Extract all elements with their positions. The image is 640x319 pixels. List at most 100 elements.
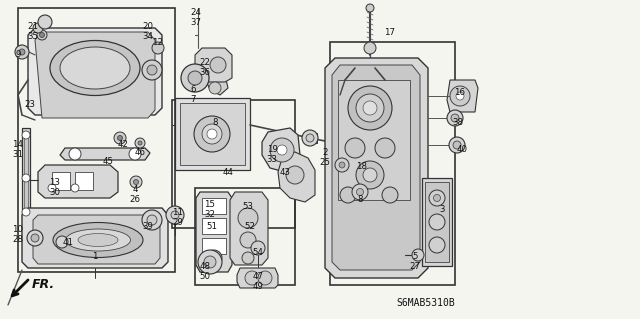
Polygon shape [237, 268, 278, 288]
Text: 6
7: 6 7 [190, 85, 196, 104]
Polygon shape [35, 32, 155, 118]
Circle shape [194, 116, 230, 152]
Text: 24
37: 24 37 [191, 8, 202, 27]
Text: 11
29: 11 29 [173, 208, 184, 227]
Ellipse shape [60, 47, 130, 89]
Ellipse shape [53, 222, 143, 257]
Circle shape [251, 241, 265, 255]
Circle shape [211, 255, 218, 262]
Text: 45: 45 [102, 157, 113, 166]
Polygon shape [28, 28, 162, 115]
Text: 3: 3 [439, 205, 445, 214]
Circle shape [433, 195, 440, 202]
Text: 14
31: 14 31 [13, 140, 24, 160]
Text: 51: 51 [207, 222, 218, 231]
Bar [422, 178, 452, 266]
Circle shape [198, 250, 222, 274]
Circle shape [206, 250, 222, 266]
Circle shape [345, 138, 365, 158]
Text: 38: 38 [452, 118, 463, 127]
Circle shape [363, 168, 377, 182]
Bar [75, 172, 93, 190]
Circle shape [258, 271, 272, 285]
Circle shape [56, 236, 68, 248]
Circle shape [429, 237, 445, 253]
Polygon shape [195, 48, 232, 82]
Text: 16: 16 [454, 88, 465, 97]
Circle shape [69, 148, 81, 160]
Bar [175, 98, 250, 170]
Text: 15
32: 15 32 [205, 200, 216, 219]
Circle shape [33, 23, 43, 33]
Circle shape [166, 206, 184, 224]
Circle shape [40, 33, 45, 38]
Text: 44: 44 [223, 168, 234, 177]
Ellipse shape [78, 234, 118, 247]
Bar [18, 8, 175, 272]
Text: 43: 43 [280, 168, 291, 177]
Circle shape [352, 184, 368, 200]
Polygon shape [325, 58, 428, 278]
Circle shape [340, 187, 356, 203]
Text: 47
49: 47 49 [253, 272, 264, 291]
Circle shape [375, 138, 395, 158]
Bar [110, 52, 130, 80]
Text: 21
35: 21 35 [28, 22, 38, 41]
Text: 39: 39 [143, 222, 154, 231]
Text: 53: 53 [243, 202, 253, 211]
Circle shape [38, 15, 52, 29]
Circle shape [114, 132, 126, 144]
Circle shape [181, 64, 209, 92]
Text: 4
26: 4 26 [129, 185, 141, 204]
Circle shape [451, 114, 459, 122]
Circle shape [429, 214, 445, 230]
Circle shape [130, 176, 142, 188]
Circle shape [429, 190, 445, 206]
Circle shape [277, 145, 287, 155]
Bar [52, 172, 70, 190]
Circle shape [188, 71, 202, 85]
Circle shape [48, 184, 56, 192]
Bar [330, 42, 455, 285]
Polygon shape [60, 148, 150, 160]
Bar [180, 103, 245, 165]
Text: 8: 8 [212, 118, 218, 127]
Bar [425, 182, 449, 262]
Bar [202, 198, 226, 214]
Circle shape [147, 215, 157, 225]
Circle shape [364, 42, 376, 54]
Text: 5
27: 5 27 [410, 252, 420, 271]
Circle shape [22, 208, 30, 216]
Circle shape [450, 86, 470, 106]
Bar [202, 238, 226, 254]
Polygon shape [196, 192, 232, 272]
Circle shape [302, 130, 318, 146]
Circle shape [22, 131, 30, 139]
Text: 10
28: 10 28 [13, 225, 24, 244]
Circle shape [147, 65, 157, 75]
Circle shape [129, 148, 141, 160]
Text: 46: 46 [134, 148, 145, 157]
Ellipse shape [65, 229, 131, 251]
Polygon shape [22, 208, 168, 268]
Circle shape [412, 249, 424, 261]
Circle shape [27, 230, 43, 246]
Circle shape [22, 174, 30, 182]
Polygon shape [205, 72, 228, 95]
Text: 19
33: 19 33 [266, 145, 278, 164]
Polygon shape [33, 215, 160, 264]
Bar [24, 132, 28, 216]
Circle shape [138, 141, 142, 145]
Text: 42: 42 [118, 140, 129, 149]
Circle shape [202, 124, 222, 144]
Circle shape [306, 134, 314, 142]
Circle shape [348, 86, 392, 130]
Polygon shape [38, 165, 118, 198]
Text: 8: 8 [357, 195, 363, 204]
Text: 48
50: 48 50 [200, 262, 211, 281]
Text: S6MAB5310B: S6MAB5310B [396, 298, 455, 308]
Circle shape [447, 110, 463, 126]
Circle shape [204, 256, 216, 268]
Polygon shape [332, 65, 420, 270]
Text: 23: 23 [24, 100, 35, 109]
